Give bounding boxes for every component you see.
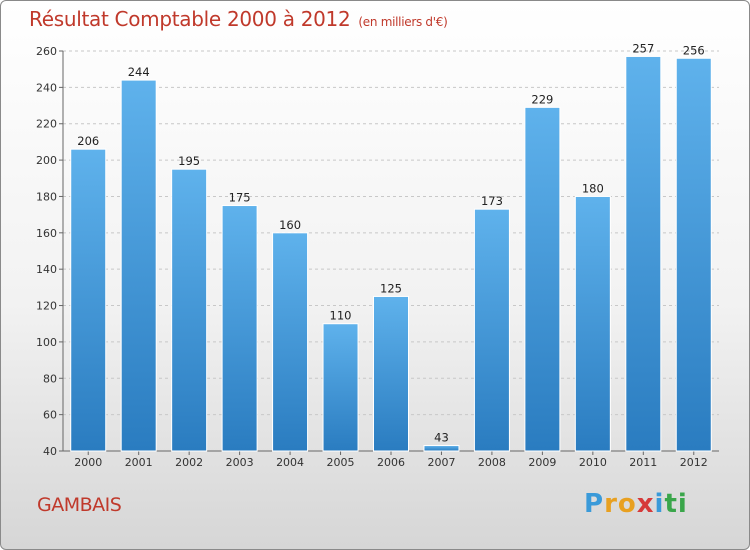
x-tick-label: 2007 — [427, 456, 455, 469]
bar — [574, 195, 611, 452]
y-tick-label: 260 — [36, 45, 57, 58]
bar — [473, 208, 510, 452]
y-tick-label: 60 — [43, 409, 57, 422]
y-tick-label: 180 — [36, 190, 57, 203]
x-tick-label: 2006 — [377, 456, 405, 469]
logo-letter: P — [584, 489, 605, 519]
x-tick-label: 2010 — [579, 456, 607, 469]
bar — [272, 232, 309, 452]
x-tick-label: 2005 — [327, 456, 355, 469]
bar — [120, 79, 157, 452]
place-name: GAMBAIS — [37, 494, 122, 516]
bar-value-label: 229 — [531, 92, 553, 106]
bar — [221, 205, 258, 452]
x-tick-label: 2000 — [74, 456, 102, 469]
chart-unit-note: (en milliers d'€) — [358, 15, 448, 29]
x-tick-label: 2011 — [629, 456, 657, 469]
chart-title-block: Résultat Comptable 2000 à 2012 (en millie… — [29, 7, 448, 31]
x-tick-label: 2003 — [226, 456, 254, 469]
y-tick-label: 220 — [36, 118, 57, 131]
bar-value-label: 175 — [229, 191, 251, 205]
y-tick-label: 100 — [36, 336, 57, 349]
y-tick-label: 200 — [36, 154, 57, 167]
logo-letter: x — [636, 489, 655, 519]
bar-value-label: 125 — [380, 281, 402, 295]
bar — [423, 445, 460, 452]
x-tick-label: 2004 — [276, 456, 304, 469]
x-tick-label: 2002 — [175, 456, 203, 469]
chart-title: Résultat Comptable 2000 à 2012 — [29, 7, 351, 31]
bar — [70, 148, 107, 452]
bar-value-label: 256 — [683, 43, 705, 57]
bar-value-label: 180 — [582, 181, 604, 195]
tick-labels: 40 60 80 100 120 140 160 180 200 220 240 260 2000 200… — [36, 45, 708, 469]
bar-value-label: 244 — [128, 65, 150, 79]
bar — [171, 168, 208, 452]
x-tick-label: 2009 — [528, 456, 556, 469]
y-tick-label: 40 — [43, 445, 57, 458]
y-tick-label: 80 — [43, 372, 57, 385]
y-tick-label: 240 — [36, 81, 57, 94]
bars — [70, 55, 712, 452]
logo-letter: o — [617, 489, 637, 519]
bar — [322, 323, 359, 452]
bar-value-label: 110 — [330, 309, 352, 323]
logo-letter: r — [604, 489, 618, 519]
bar-value-label: 173 — [481, 194, 503, 208]
bar-value-label: 160 — [279, 218, 301, 232]
bar-value-label: 257 — [632, 41, 654, 55]
bar — [524, 106, 561, 452]
y-tick-label: 140 — [36, 263, 57, 276]
proxiti-logo: Proxiti — [584, 489, 688, 519]
x-tick-label: 2012 — [680, 456, 708, 469]
value-labels: 206 244 195 175 160 110 125 43 173 229 180 257 256 — [77, 41, 704, 444]
x-tick-label: 2008 — [478, 456, 506, 469]
bar — [625, 55, 662, 452]
logo-letter: t — [664, 489, 678, 519]
bar-value-label: 195 — [178, 154, 200, 168]
bar-value-label: 206 — [77, 134, 99, 148]
bar — [373, 295, 409, 452]
logo-letter: i — [654, 489, 665, 519]
x-tick-label: 2001 — [125, 456, 153, 469]
bar — [675, 57, 712, 452]
y-tick-label: 160 — [36, 227, 57, 240]
logo-letter: i — [677, 489, 688, 519]
bar-value-label: 43 — [434, 431, 449, 445]
y-tick-label: 120 — [36, 300, 57, 313]
